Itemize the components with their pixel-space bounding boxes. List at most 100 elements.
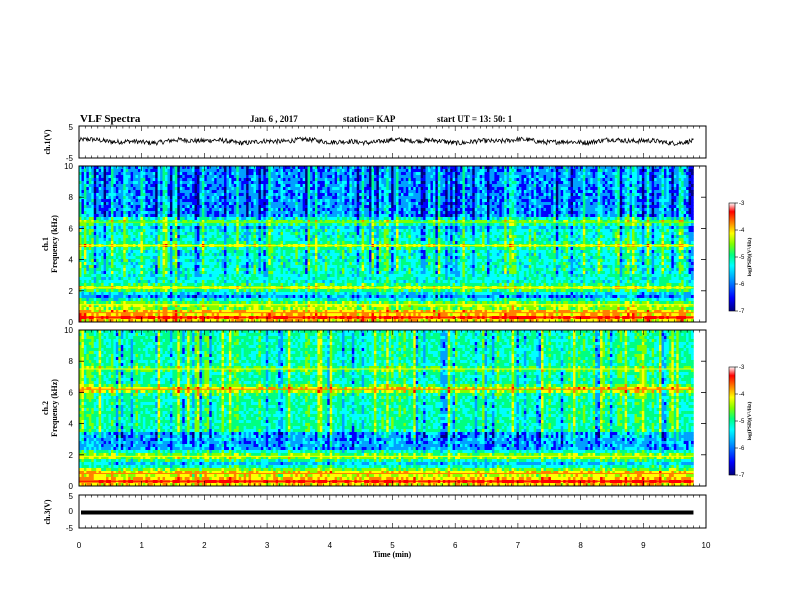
spectrogram-cell <box>479 178 483 182</box>
spectrogram-cell <box>115 166 119 170</box>
spectrogram-cell <box>319 175 323 179</box>
spectrogram-cell <box>275 208 279 212</box>
spectrogram-cell <box>243 166 247 170</box>
spectrogram-cell <box>103 205 107 209</box>
spectrogram-cell <box>351 190 355 194</box>
spectrogram-cell <box>165 193 168 197</box>
spectrogram-cell <box>644 193 648 197</box>
spectrogram-cell <box>204 175 208 179</box>
spectrogram-cell <box>533 187 537 191</box>
spectrogram-cell <box>162 190 166 194</box>
spectrogram-cell <box>344 205 348 209</box>
spectrogram-cell <box>634 199 638 203</box>
spectrogram-cell <box>292 208 296 212</box>
spectrogram-cell <box>201 175 205 179</box>
spectrogram-cell <box>160 181 163 185</box>
spectrogram-cell <box>467 214 471 218</box>
spectrogram-cell <box>219 217 222 221</box>
spectrogram-cell <box>231 211 235 215</box>
spectrogram-cell <box>469 175 473 179</box>
spectrogram-cell <box>405 190 409 194</box>
spectrogram-cell <box>130 193 134 197</box>
spectrogram-cell <box>396 175 399 179</box>
spectrogram-cell <box>487 172 490 176</box>
spectrogram-cell <box>93 214 97 218</box>
spectrogram-cell <box>671 196 675 200</box>
spectrogram-cell <box>314 175 318 179</box>
spectrogram-cell <box>369 196 372 200</box>
spectrogram-cell <box>533 205 537 209</box>
spectrogram-cell <box>568 172 571 176</box>
spectrogram-cell <box>668 169 672 173</box>
spectrogram-cell <box>609 187 613 191</box>
spectrogram-cell <box>686 178 689 182</box>
spectrogram-cell <box>450 199 453 203</box>
spectrogram-cell <box>683 187 687 191</box>
spectrogram-cell <box>182 193 185 197</box>
spectrogram-cell <box>514 190 517 194</box>
spectrogram-cell <box>548 175 552 179</box>
ch1-spectrogram-image <box>79 166 694 323</box>
spectrogram-cell <box>270 211 274 215</box>
spectrogram-cell <box>238 205 242 209</box>
spectrogram-cell <box>600 208 603 212</box>
spectrogram-cell <box>337 178 340 182</box>
spectrogram-cell <box>668 217 672 221</box>
spectrogram-cell <box>516 205 520 209</box>
spectrogram-cell <box>514 166 517 170</box>
figure-title: VLF Spectra <box>80 113 141 125</box>
spectrogram-cell <box>361 208 365 212</box>
spectrogram-cell <box>292 166 296 170</box>
spectrogram-cell <box>101 205 104 209</box>
spectrogram-cell <box>514 187 517 191</box>
spectrogram-cell <box>428 223 431 227</box>
spectrogram-cell <box>452 169 456 173</box>
spectrogram-cell <box>528 190 532 194</box>
spectrogram-cell <box>103 169 107 173</box>
spectrogram-cell <box>550 217 554 221</box>
spectrogram-cell <box>462 196 466 200</box>
spectrogram-cell <box>278 184 281 188</box>
spectrogram-cell <box>651 175 655 179</box>
spectrogram-cell <box>691 193 694 197</box>
spectrogram-cell <box>506 208 510 212</box>
spectrogram-cell <box>145 214 149 218</box>
spectrogram-cell <box>405 169 409 173</box>
spectrogram-cell <box>206 220 210 224</box>
spectrogram-cell <box>287 196 291 200</box>
spectrogram-cell <box>155 220 158 224</box>
spectrogram-cell <box>305 208 308 212</box>
spectrogram-cell <box>125 187 129 191</box>
spectrogram-cell <box>632 217 635 221</box>
spectrogram-cell <box>177 178 181 182</box>
spectrogram-cell <box>435 211 439 215</box>
spectrogram-cell <box>430 181 434 185</box>
spectrogram-cell <box>521 166 525 170</box>
spectrogram-cell <box>467 205 471 209</box>
spectrogram-cell <box>681 169 684 173</box>
spectrogram-cell <box>246 175 249 179</box>
spectrogram-cell <box>125 190 129 194</box>
spectrogram-cell <box>319 169 323 173</box>
spectrogram-cell <box>307 166 311 170</box>
spectrogram-cell <box>278 202 281 206</box>
spectrogram-cell <box>521 169 525 173</box>
spectrogram-cell <box>373 175 377 179</box>
spectrogram-cell <box>501 214 505 218</box>
spectrogram-cell <box>432 214 436 218</box>
spectrogram-cell <box>582 175 586 179</box>
spectrogram-cell <box>457 172 461 176</box>
spectrogram-cell <box>251 208 254 212</box>
spectrogram-cell <box>619 205 623 209</box>
spectrogram-cell <box>425 205 429 209</box>
spectrogram-cell <box>609 178 613 182</box>
spectrogram-cell <box>263 187 267 191</box>
spectrogram-cell <box>573 214 576 218</box>
spectrogram-cell <box>327 196 330 200</box>
spectrogram-cell <box>356 175 360 179</box>
spectrogram-cell <box>265 199 269 203</box>
spectrogram-cell <box>472 187 476 191</box>
spectrogram-cell <box>450 214 453 218</box>
spectrogram-cell <box>489 208 493 212</box>
spectrogram-cell <box>455 172 458 176</box>
